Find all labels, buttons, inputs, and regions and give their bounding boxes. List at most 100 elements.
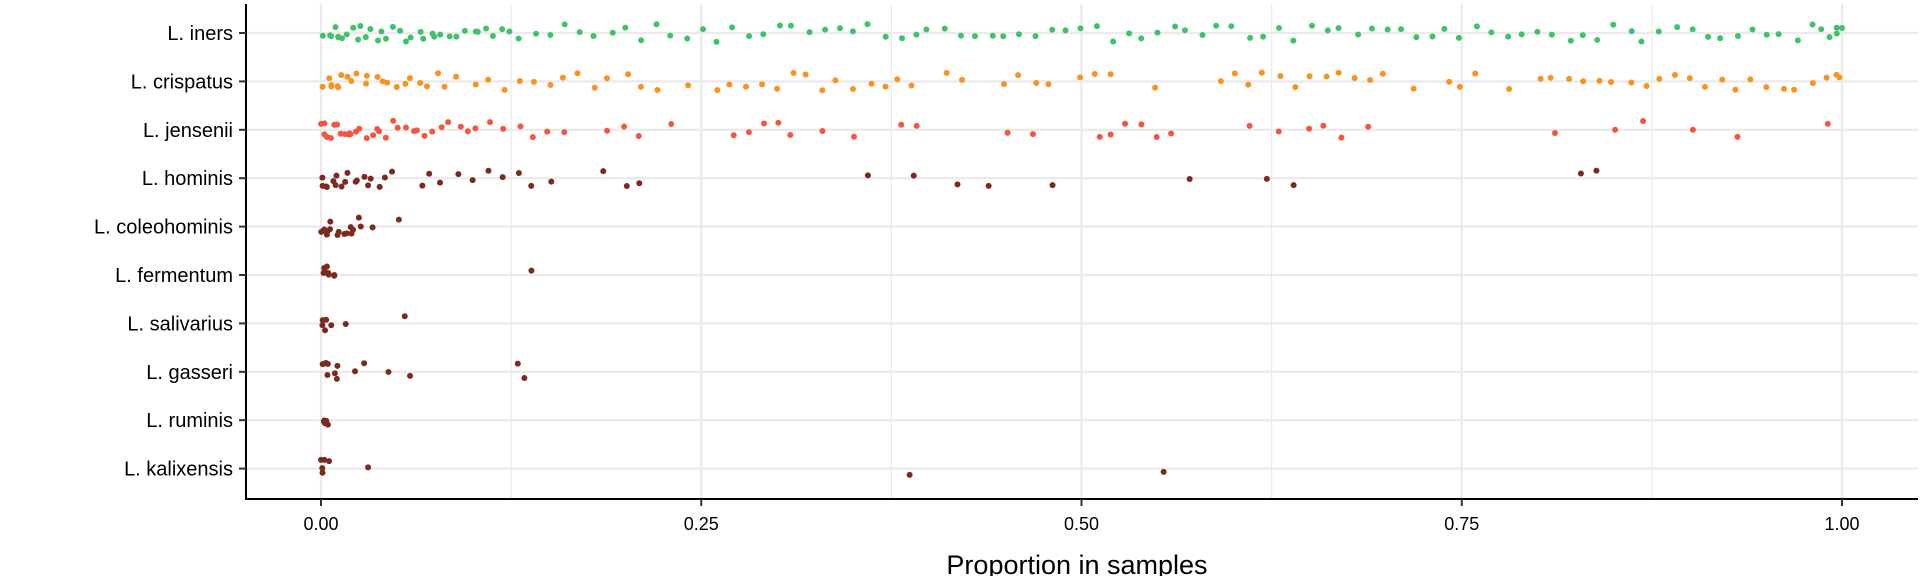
data-point xyxy=(1122,120,1129,127)
data-point xyxy=(954,181,961,188)
data-point xyxy=(941,25,948,32)
data-point xyxy=(1593,167,1600,174)
data-point xyxy=(1473,23,1480,30)
data-point xyxy=(1263,175,1270,182)
data-point xyxy=(1809,21,1816,28)
data-point xyxy=(621,123,628,130)
data-point xyxy=(320,270,327,277)
data-point xyxy=(321,456,328,463)
data-point xyxy=(322,327,329,334)
data-point xyxy=(367,26,374,33)
data-point xyxy=(913,31,920,38)
data-point xyxy=(1579,32,1586,39)
y-tick-label: L. gasseri xyxy=(146,362,233,384)
data-point xyxy=(1548,31,1555,38)
data-point xyxy=(668,121,675,128)
data-point xyxy=(1671,71,1678,78)
data-point xyxy=(353,70,360,77)
data-point xyxy=(868,80,875,87)
data-point xyxy=(472,81,479,88)
data-point xyxy=(1260,33,1267,40)
data-point xyxy=(760,31,767,38)
data-point xyxy=(384,79,391,86)
data-point xyxy=(1186,176,1193,183)
data-point xyxy=(419,182,426,189)
data-point xyxy=(319,174,326,181)
data-point xyxy=(515,169,522,176)
data-point xyxy=(1172,23,1179,30)
data-point xyxy=(622,24,629,31)
data-point xyxy=(745,129,752,136)
data-point xyxy=(390,117,397,124)
data-point xyxy=(356,125,363,132)
data-point xyxy=(453,33,460,40)
data-point xyxy=(787,132,794,139)
data-point xyxy=(328,322,335,329)
data-point xyxy=(1594,36,1601,43)
data-point xyxy=(1091,71,1098,78)
data-point xyxy=(729,24,736,31)
data-point xyxy=(819,128,826,135)
data-point xyxy=(402,80,409,87)
data-point xyxy=(836,25,843,32)
data-point xyxy=(1734,33,1741,40)
data-point xyxy=(1367,77,1374,84)
x-axis-title: Proportion in samples xyxy=(946,550,1207,576)
data-point xyxy=(326,458,333,465)
data-point xyxy=(319,322,326,329)
data-point xyxy=(547,32,554,39)
data-point xyxy=(361,173,368,180)
data-point xyxy=(1309,22,1315,29)
data-point xyxy=(1107,71,1114,78)
data-point xyxy=(361,360,368,367)
data-point xyxy=(1246,122,1253,129)
data-point xyxy=(637,83,644,90)
data-point xyxy=(1324,27,1331,34)
data-point xyxy=(1702,83,1709,90)
data-point xyxy=(334,83,341,90)
y-tick-label: L. jensenii xyxy=(143,120,233,142)
data-point xyxy=(1577,170,1584,177)
data-point xyxy=(402,38,409,45)
data-point xyxy=(464,128,471,135)
data-point xyxy=(334,362,341,369)
data-point xyxy=(1446,78,1453,85)
data-point xyxy=(381,174,388,181)
data-point xyxy=(603,75,610,82)
data-point xyxy=(1290,182,1297,189)
data-point xyxy=(1506,85,1513,92)
data-point xyxy=(1384,26,1391,33)
data-point xyxy=(590,32,597,39)
data-point xyxy=(445,119,452,126)
data-point xyxy=(352,368,359,375)
data-point xyxy=(806,29,813,36)
data-point xyxy=(1306,125,1313,132)
x-tick-label: 0.25 xyxy=(684,514,719,534)
data-point xyxy=(485,167,492,174)
data-point xyxy=(743,83,749,90)
data-point xyxy=(533,30,540,37)
data-point xyxy=(635,133,642,140)
data-point xyxy=(775,119,782,126)
data-point xyxy=(338,72,345,79)
data-point xyxy=(1000,33,1007,40)
data-point xyxy=(899,35,906,42)
data-point xyxy=(1168,130,1175,137)
data-point xyxy=(323,263,330,270)
data-point xyxy=(1093,23,1100,30)
data-point xyxy=(529,134,536,141)
data-point xyxy=(1323,73,1330,80)
data-point xyxy=(322,360,329,367)
data-point xyxy=(1734,133,1741,140)
data-point xyxy=(894,76,901,83)
data-point xyxy=(348,78,355,85)
data-point xyxy=(528,267,535,274)
data-point xyxy=(1077,25,1084,32)
data-point xyxy=(335,228,342,235)
data-point xyxy=(365,182,372,189)
data-point xyxy=(910,172,917,179)
data-point xyxy=(971,33,978,40)
data-point xyxy=(1126,30,1133,37)
data-point xyxy=(417,28,424,35)
